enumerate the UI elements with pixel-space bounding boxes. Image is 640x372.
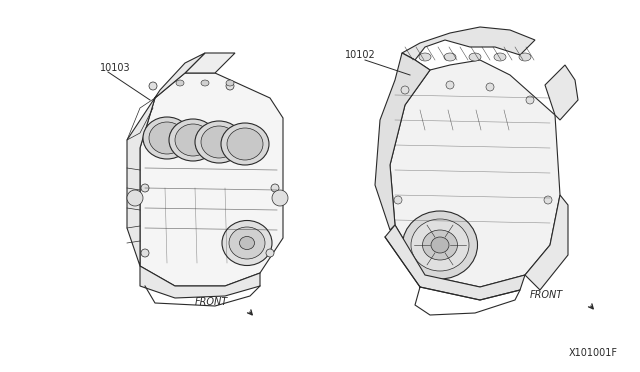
Polygon shape — [402, 53, 430, 80]
Ellipse shape — [201, 126, 237, 158]
Circle shape — [401, 86, 409, 94]
Text: FRONT: FRONT — [195, 297, 228, 307]
Circle shape — [394, 196, 402, 204]
Text: FRONT: FRONT — [530, 290, 563, 300]
Polygon shape — [390, 60, 560, 287]
Ellipse shape — [221, 123, 269, 165]
Circle shape — [141, 184, 149, 192]
Circle shape — [127, 190, 143, 206]
Circle shape — [141, 249, 149, 257]
Ellipse shape — [149, 122, 185, 154]
Circle shape — [266, 249, 274, 257]
Circle shape — [526, 96, 534, 104]
Polygon shape — [525, 195, 568, 290]
Ellipse shape — [176, 80, 184, 86]
Polygon shape — [385, 225, 525, 300]
Ellipse shape — [222, 221, 272, 266]
Circle shape — [446, 81, 454, 89]
Ellipse shape — [422, 230, 458, 260]
Ellipse shape — [143, 117, 191, 159]
Text: X101001F: X101001F — [569, 348, 618, 358]
Ellipse shape — [519, 53, 531, 61]
Text: 10102: 10102 — [345, 50, 376, 60]
Circle shape — [271, 184, 279, 192]
Ellipse shape — [239, 237, 255, 250]
Ellipse shape — [201, 80, 209, 86]
Ellipse shape — [431, 237, 449, 253]
Ellipse shape — [226, 80, 234, 86]
Polygon shape — [402, 27, 535, 60]
Circle shape — [486, 83, 494, 91]
Ellipse shape — [227, 128, 263, 160]
Circle shape — [544, 196, 552, 204]
Ellipse shape — [444, 53, 456, 61]
Ellipse shape — [169, 119, 217, 161]
Circle shape — [226, 82, 234, 90]
Circle shape — [149, 82, 157, 90]
Ellipse shape — [419, 53, 431, 61]
Ellipse shape — [469, 53, 481, 61]
Ellipse shape — [175, 124, 211, 156]
Polygon shape — [140, 73, 283, 286]
Ellipse shape — [411, 219, 469, 271]
Polygon shape — [127, 53, 205, 266]
Polygon shape — [375, 53, 430, 230]
Ellipse shape — [195, 121, 243, 163]
Ellipse shape — [403, 211, 477, 279]
Polygon shape — [545, 65, 578, 120]
Ellipse shape — [229, 227, 265, 259]
Text: 10103: 10103 — [100, 63, 131, 73]
Ellipse shape — [494, 53, 506, 61]
Circle shape — [272, 190, 288, 206]
Polygon shape — [140, 266, 260, 298]
Polygon shape — [185, 53, 235, 73]
